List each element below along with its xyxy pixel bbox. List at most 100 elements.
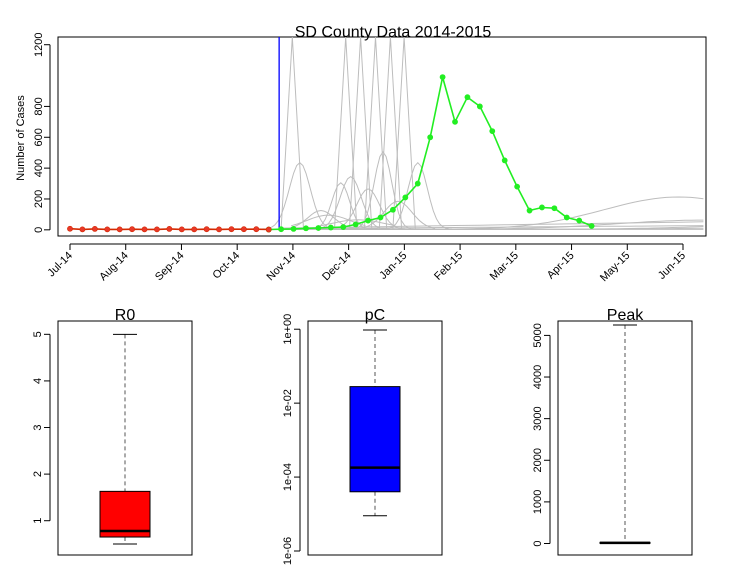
peak-y-tick-label: 5000 [532,323,544,347]
future-cases-point [290,226,297,232]
r0-boxplot: R0 1 2 3 4 5 [32,307,193,556]
observed-cases-point [67,225,73,232]
observed-cases-point [104,226,111,233]
r0-box [99,490,151,538]
x-tick-label: Jun-15 [656,250,688,282]
y-tick-label: 400 [33,159,45,177]
peak-y-tick-label: 4000 [532,365,544,389]
main-plot-frame [57,36,707,237]
observed-cases-point [203,226,210,233]
peak-y-tick-label: 1000 [532,490,544,514]
future-cases-point [414,180,421,187]
pc-plot-frame [307,320,443,556]
simulation-flat-line [281,225,704,230]
future-cases-point [514,183,521,190]
future-cases-point [377,214,384,221]
observed-cases-point [116,226,123,233]
simulation-spike-line [363,36,388,230]
x-tick-label: Oct-14 [210,250,242,282]
simulation-spike-line [348,36,373,230]
simulation-peak-line [360,200,436,229]
y-tick-label: 0 [33,227,45,233]
simulation-peak-line [290,214,366,227]
x-tick-label: Jan-15 [377,250,409,282]
r0-title: R0 [115,307,136,324]
observed-cases-point [79,226,86,233]
observed-cases-point [154,226,160,233]
simulation-spike-line [280,36,304,230]
peak-boxplot: Peak 0 1000 2000 3000 4000 5000 [532,307,693,556]
main-series-layer [67,37,595,233]
observed-cases-point [141,226,148,233]
r0-y-tick-label: 5 [32,331,44,337]
peak-title: Peak [607,307,644,324]
future-cases-point [526,207,533,214]
x-tick-label: Nov-14 [264,250,298,284]
future-cases-point [402,194,409,201]
observed-cases-point [191,226,198,233]
x-tick-label: Aug-14 [97,250,131,284]
pc-y-tick-label: 1e-04 [282,463,294,491]
r0-y-tick-label: 1 [32,518,44,524]
observed-cases-point [216,226,222,233]
y-tick-label: 800 [33,97,45,115]
x-tick-label: Mar-15 [488,250,521,283]
future-cases-point [476,103,483,110]
future-cases-point [340,224,347,230]
future-cases-point [563,214,570,221]
x-tick-label: Feb-15 [432,250,465,283]
future-cases-point [278,226,285,233]
future-cases-point [427,134,434,141]
future-cases-point [588,223,595,229]
r0-y-tick-label: 3 [32,424,44,430]
peak-y-tick-label: 0 [532,540,544,546]
y-axis-label: Number of Cases [15,95,27,181]
x-tick-label: Dec-14 [320,250,354,284]
observed-cases-point [253,226,260,233]
r0-y-tick-label: 2 [32,471,44,477]
pc-title: pC [365,307,385,324]
observed-cases-point [91,226,98,232]
peak-plot-frame [557,320,693,556]
simulation-spike-line [334,36,358,230]
simulation-flat-line [281,221,704,229]
observed-cases-point [166,226,173,232]
pc-boxplot: pC 1e-06 1e-04 1e-02 1e+00 [282,307,443,565]
future-cases-point [315,225,322,231]
future-cases-point [501,157,508,164]
pc-y-tick-label: 1e-06 [282,537,294,565]
future-cases-point [452,118,458,125]
peak-y-tick-label: 3000 [532,406,544,430]
x-tick-label: Jul-14 [45,250,75,280]
x-tick-label: Apr-15 [545,250,577,282]
simulation-peak-line [313,175,389,230]
observed-cases-point [129,226,135,233]
y-tick-label: 600 [33,128,45,146]
x-tick-label: Sep-14 [153,250,187,284]
future-cases-point [439,74,446,81]
pc-y-tick-label: 1e-02 [282,389,294,417]
r0-y-tick-label: 4 [32,378,44,384]
future-cases-point [576,217,583,224]
pc-y-tick-label: 1e+00 [282,314,294,345]
future-cases-point [539,204,545,211]
future-cases-point [327,224,334,231]
future-cases-point [352,221,359,228]
future-cases-point [551,205,558,212]
future-cases-point [464,94,471,101]
observed-cases-point [265,226,272,233]
r0-plot-frame [57,320,193,556]
future-cases-point [365,217,371,224]
future-cases-point [390,206,396,213]
y-tick-label: 200 [33,190,45,208]
observed-cases-point [178,226,185,233]
observed-cases-point [228,226,235,233]
observed-cases-point [240,226,247,233]
main-axes: 0 200 400 600 800 1200 Jul-14 Aug-14 Sep-14 Oct-1… [33,32,688,284]
peak-y-tick-label: 2000 [532,448,544,472]
simulation-spike-line [378,36,403,230]
simulation-peak-line [320,219,396,227]
simulation-lines [262,36,704,230]
x-tick-label: May-15 [598,250,632,284]
